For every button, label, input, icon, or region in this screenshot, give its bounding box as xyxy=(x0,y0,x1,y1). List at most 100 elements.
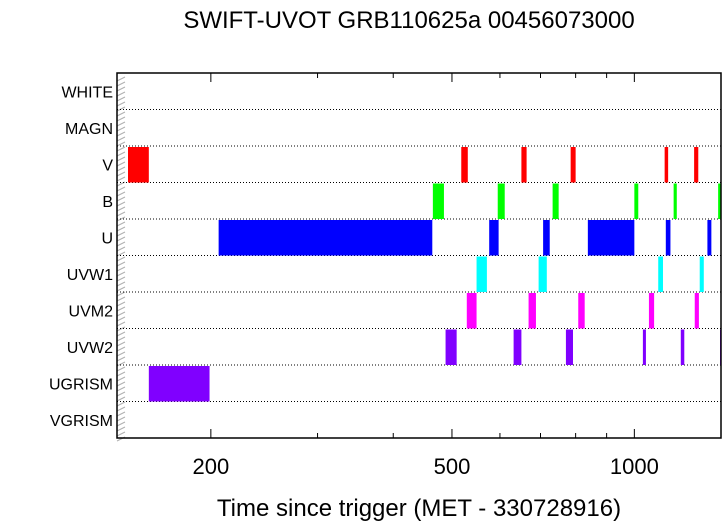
exposure-bar-u xyxy=(707,220,712,256)
hatch-mark xyxy=(116,271,126,277)
exposure-bar-uvm2 xyxy=(694,293,699,329)
hatch-mark xyxy=(116,356,126,362)
hatch-mark xyxy=(116,186,126,192)
exposure-bar-uvm2 xyxy=(466,293,477,329)
exposure-bar-v xyxy=(664,147,669,183)
row-label-vgrism: VGRISM xyxy=(50,413,113,430)
row-label-u: U xyxy=(101,230,113,247)
hatch-mark xyxy=(116,236,126,242)
hatch-mark xyxy=(116,141,126,147)
exposure-bar-b xyxy=(497,183,505,219)
exposure-bar-uvw2 xyxy=(513,329,522,365)
hatch-mark xyxy=(116,206,126,212)
hatch-mark xyxy=(116,146,126,152)
hatch-mark xyxy=(116,321,126,327)
exposure-bar-v xyxy=(461,147,468,183)
hatch-mark xyxy=(116,361,126,367)
hatch-mark xyxy=(116,371,126,377)
exposure-bar-u xyxy=(218,220,433,256)
exposure-bar-uvm2 xyxy=(528,293,536,329)
hatch-mark xyxy=(116,251,126,257)
hatch-mark xyxy=(116,176,126,182)
x-tick-label: 200 xyxy=(192,454,229,479)
x-axis-label: Time since trigger (MET - 330728916) xyxy=(217,495,621,522)
hatch-mark xyxy=(116,301,126,307)
exposure-bar-uvw2 xyxy=(565,329,573,365)
row-label-v: V xyxy=(102,157,113,174)
hatch-mark xyxy=(116,116,126,122)
x-axis-ticks: 200 500 1000 xyxy=(192,73,659,479)
hatch-mark xyxy=(116,416,126,422)
hatch-mark xyxy=(116,266,126,272)
hatch-mark xyxy=(116,316,126,322)
hatch-mark xyxy=(116,306,126,312)
hatch-mark xyxy=(116,171,126,177)
row-label-uvm2: UVM2 xyxy=(69,303,114,320)
hatch-mark xyxy=(116,336,126,342)
row-label-magn: MAGN xyxy=(65,121,113,138)
hatch-mark xyxy=(116,331,126,337)
hatch-mark xyxy=(116,91,126,97)
exposure-bar-b xyxy=(634,183,639,219)
hatch-mark xyxy=(116,166,126,172)
hatch-mark xyxy=(116,381,126,387)
hatch-mark xyxy=(116,241,126,247)
hatch-mark xyxy=(116,231,126,237)
hatch-mark xyxy=(116,211,126,217)
exposure-bar-u xyxy=(489,220,499,256)
hatch-mark xyxy=(116,286,126,292)
hatch-mark xyxy=(116,386,126,392)
hatch-mark xyxy=(116,276,126,282)
hatch-mark xyxy=(116,246,126,252)
hatch-mark xyxy=(116,311,126,317)
exposure-bar-u xyxy=(587,220,635,256)
y-axis-row-labels: WHITE MAGN V B U UVW1 UVM2 UVW2 UGRISM VGRISM xyxy=(49,84,113,430)
axis-hatch-band xyxy=(116,76,126,442)
exposure-bar-uvw2 xyxy=(642,329,646,365)
hatch-mark xyxy=(116,376,126,382)
hatch-mark xyxy=(116,426,126,432)
hatch-mark xyxy=(116,221,126,227)
hatch-mark xyxy=(116,226,126,232)
hatch-mark xyxy=(116,281,126,287)
hatch-mark xyxy=(116,136,126,142)
hatch-mark xyxy=(116,101,126,107)
hatch-mark xyxy=(116,261,126,267)
exposure-bar-b xyxy=(432,183,444,219)
hatch-mark xyxy=(116,341,126,347)
hatch-mark xyxy=(116,411,126,417)
hatch-mark xyxy=(116,121,126,127)
hatch-mark xyxy=(116,431,126,437)
exposure-bar-v xyxy=(570,147,576,183)
hatch-mark xyxy=(116,76,126,82)
exposure-bar-ugrism xyxy=(148,366,210,402)
row-label-white: WHITE xyxy=(61,84,113,101)
hatch-mark xyxy=(116,391,126,397)
hatch-mark xyxy=(116,346,126,352)
exposure-bar-v xyxy=(128,147,149,183)
row-label-ugrism: UGRISM xyxy=(49,376,113,393)
exposure-bar-uvw2 xyxy=(680,329,685,365)
hatch-mark xyxy=(116,256,126,262)
hatch-mark xyxy=(116,161,126,167)
hatch-mark xyxy=(116,421,126,427)
row-label-b: B xyxy=(102,194,113,211)
hatch-mark xyxy=(116,401,126,407)
exposure-bar-b xyxy=(673,183,677,219)
chart-title: SWIFT-UVOT GRB110625a 00456073000 xyxy=(183,7,634,34)
exposure-bar-b xyxy=(552,183,559,219)
hatch-mark xyxy=(116,396,126,402)
hatch-mark xyxy=(116,406,126,412)
exposure-bar-uvw1 xyxy=(658,256,663,292)
hatch-mark xyxy=(116,191,126,197)
exposure-bar-uvw1 xyxy=(476,256,487,292)
exposure-bar-u xyxy=(543,220,550,256)
hatch-mark xyxy=(116,296,126,302)
exposure-bars xyxy=(128,147,721,402)
hatch-mark xyxy=(116,86,126,92)
exposure-bar-uvw1 xyxy=(538,256,547,292)
hatch-mark xyxy=(116,291,126,297)
hatch-mark xyxy=(116,156,126,162)
row-label-uvw2: UVW2 xyxy=(67,340,113,357)
